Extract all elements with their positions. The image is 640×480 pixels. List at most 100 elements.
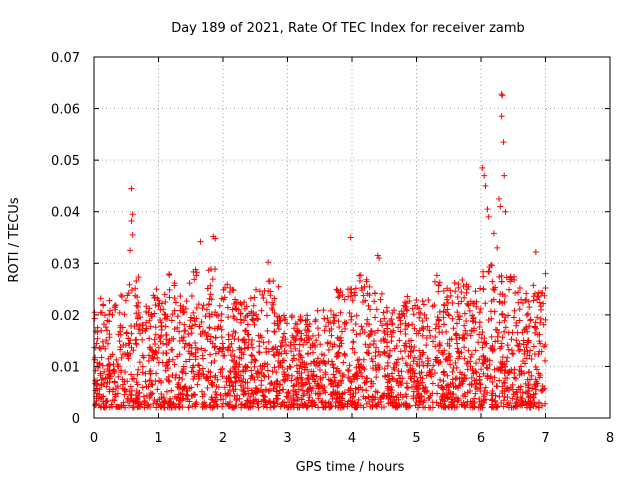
data-point: [441, 371, 448, 378]
data-point: [363, 387, 370, 394]
data-point: [386, 352, 393, 359]
data-point: [232, 379, 239, 386]
data-point: [158, 332, 165, 339]
data-point: [501, 379, 508, 386]
data-point: [420, 301, 427, 308]
data-point: [98, 354, 105, 361]
data-point: [135, 274, 142, 281]
data-point: [315, 382, 322, 389]
data-point: [207, 338, 214, 345]
data-point: [429, 399, 436, 406]
data-point: [241, 336, 248, 343]
data-point: [204, 384, 211, 391]
data-point: [272, 343, 279, 350]
data-point: [334, 382, 341, 389]
data-point: [387, 328, 394, 335]
data-point: [295, 386, 302, 393]
data-point: [334, 351, 341, 358]
data-point: [494, 244, 501, 251]
data-point: [161, 291, 168, 298]
data-point: [219, 365, 226, 372]
data-point: [200, 302, 207, 309]
data-point: [377, 296, 384, 303]
data-point: [419, 379, 426, 386]
data-point: [254, 368, 261, 375]
data-point: [380, 309, 387, 316]
data-point: [155, 303, 162, 310]
data-point: [441, 392, 448, 399]
data-point: [188, 384, 195, 391]
data-point: [465, 302, 472, 309]
data-point: [119, 324, 126, 331]
data-point: [501, 361, 508, 368]
data-point: [242, 313, 249, 320]
data-point: [102, 324, 109, 331]
data-point: [419, 332, 426, 339]
data-point: [469, 404, 476, 411]
data-point: [154, 398, 161, 405]
data-point: [128, 185, 135, 192]
data-point: [375, 362, 382, 369]
data-point: [523, 312, 530, 319]
data-point: [290, 341, 297, 348]
data-point: [529, 394, 536, 401]
data-point: [505, 346, 512, 353]
data-point: [104, 317, 111, 324]
data-point: [308, 400, 315, 407]
data-point: [175, 384, 182, 391]
data-point: [419, 385, 426, 392]
data-point: [509, 350, 516, 357]
data-point: [290, 383, 297, 390]
data-point: [101, 404, 108, 411]
data-point: [282, 336, 289, 343]
data-point: [104, 397, 111, 404]
data-point: [479, 360, 486, 367]
data-point: [355, 361, 362, 368]
data-point: [150, 400, 157, 407]
data-point: [213, 383, 220, 390]
data-point: [277, 317, 284, 324]
data-point: [338, 340, 345, 347]
data-point: [363, 278, 370, 285]
data-point: [460, 283, 467, 290]
data-point: [496, 377, 503, 384]
data-point: [396, 337, 403, 344]
data-point: [125, 355, 132, 362]
data-point: [498, 113, 505, 120]
data-point: [480, 352, 487, 359]
data-point: [450, 402, 457, 409]
data-point: [97, 295, 104, 302]
data-point: [298, 369, 305, 376]
data-point: [395, 372, 402, 379]
data-point: [471, 300, 478, 307]
data-point: [275, 363, 282, 370]
data-point: [271, 295, 278, 302]
data-point: [426, 327, 433, 334]
data-point: [256, 370, 263, 377]
data-point: [97, 309, 104, 316]
data-point: [248, 359, 255, 366]
data-point: [373, 344, 380, 351]
data-point: [360, 404, 367, 411]
data-point: [526, 304, 533, 311]
data-point: [338, 328, 345, 335]
data-point: [106, 379, 113, 386]
data-point: [512, 289, 519, 296]
x-axis-label: GPS time / hours: [296, 460, 405, 475]
data-point: [128, 371, 135, 378]
data-point: [411, 354, 418, 361]
data-point: [248, 341, 255, 348]
data-point: [511, 307, 518, 314]
data-point: [382, 373, 389, 380]
data-point: [310, 358, 317, 365]
data-point: [366, 283, 373, 290]
data-point: [404, 402, 411, 409]
data-point: [152, 378, 159, 385]
data-point: [418, 359, 425, 366]
data-point: [395, 367, 402, 374]
data-point: [130, 347, 137, 354]
data-point: [360, 292, 367, 299]
data-point: [463, 360, 470, 367]
data-point: [415, 330, 422, 337]
data-point: [176, 404, 183, 411]
